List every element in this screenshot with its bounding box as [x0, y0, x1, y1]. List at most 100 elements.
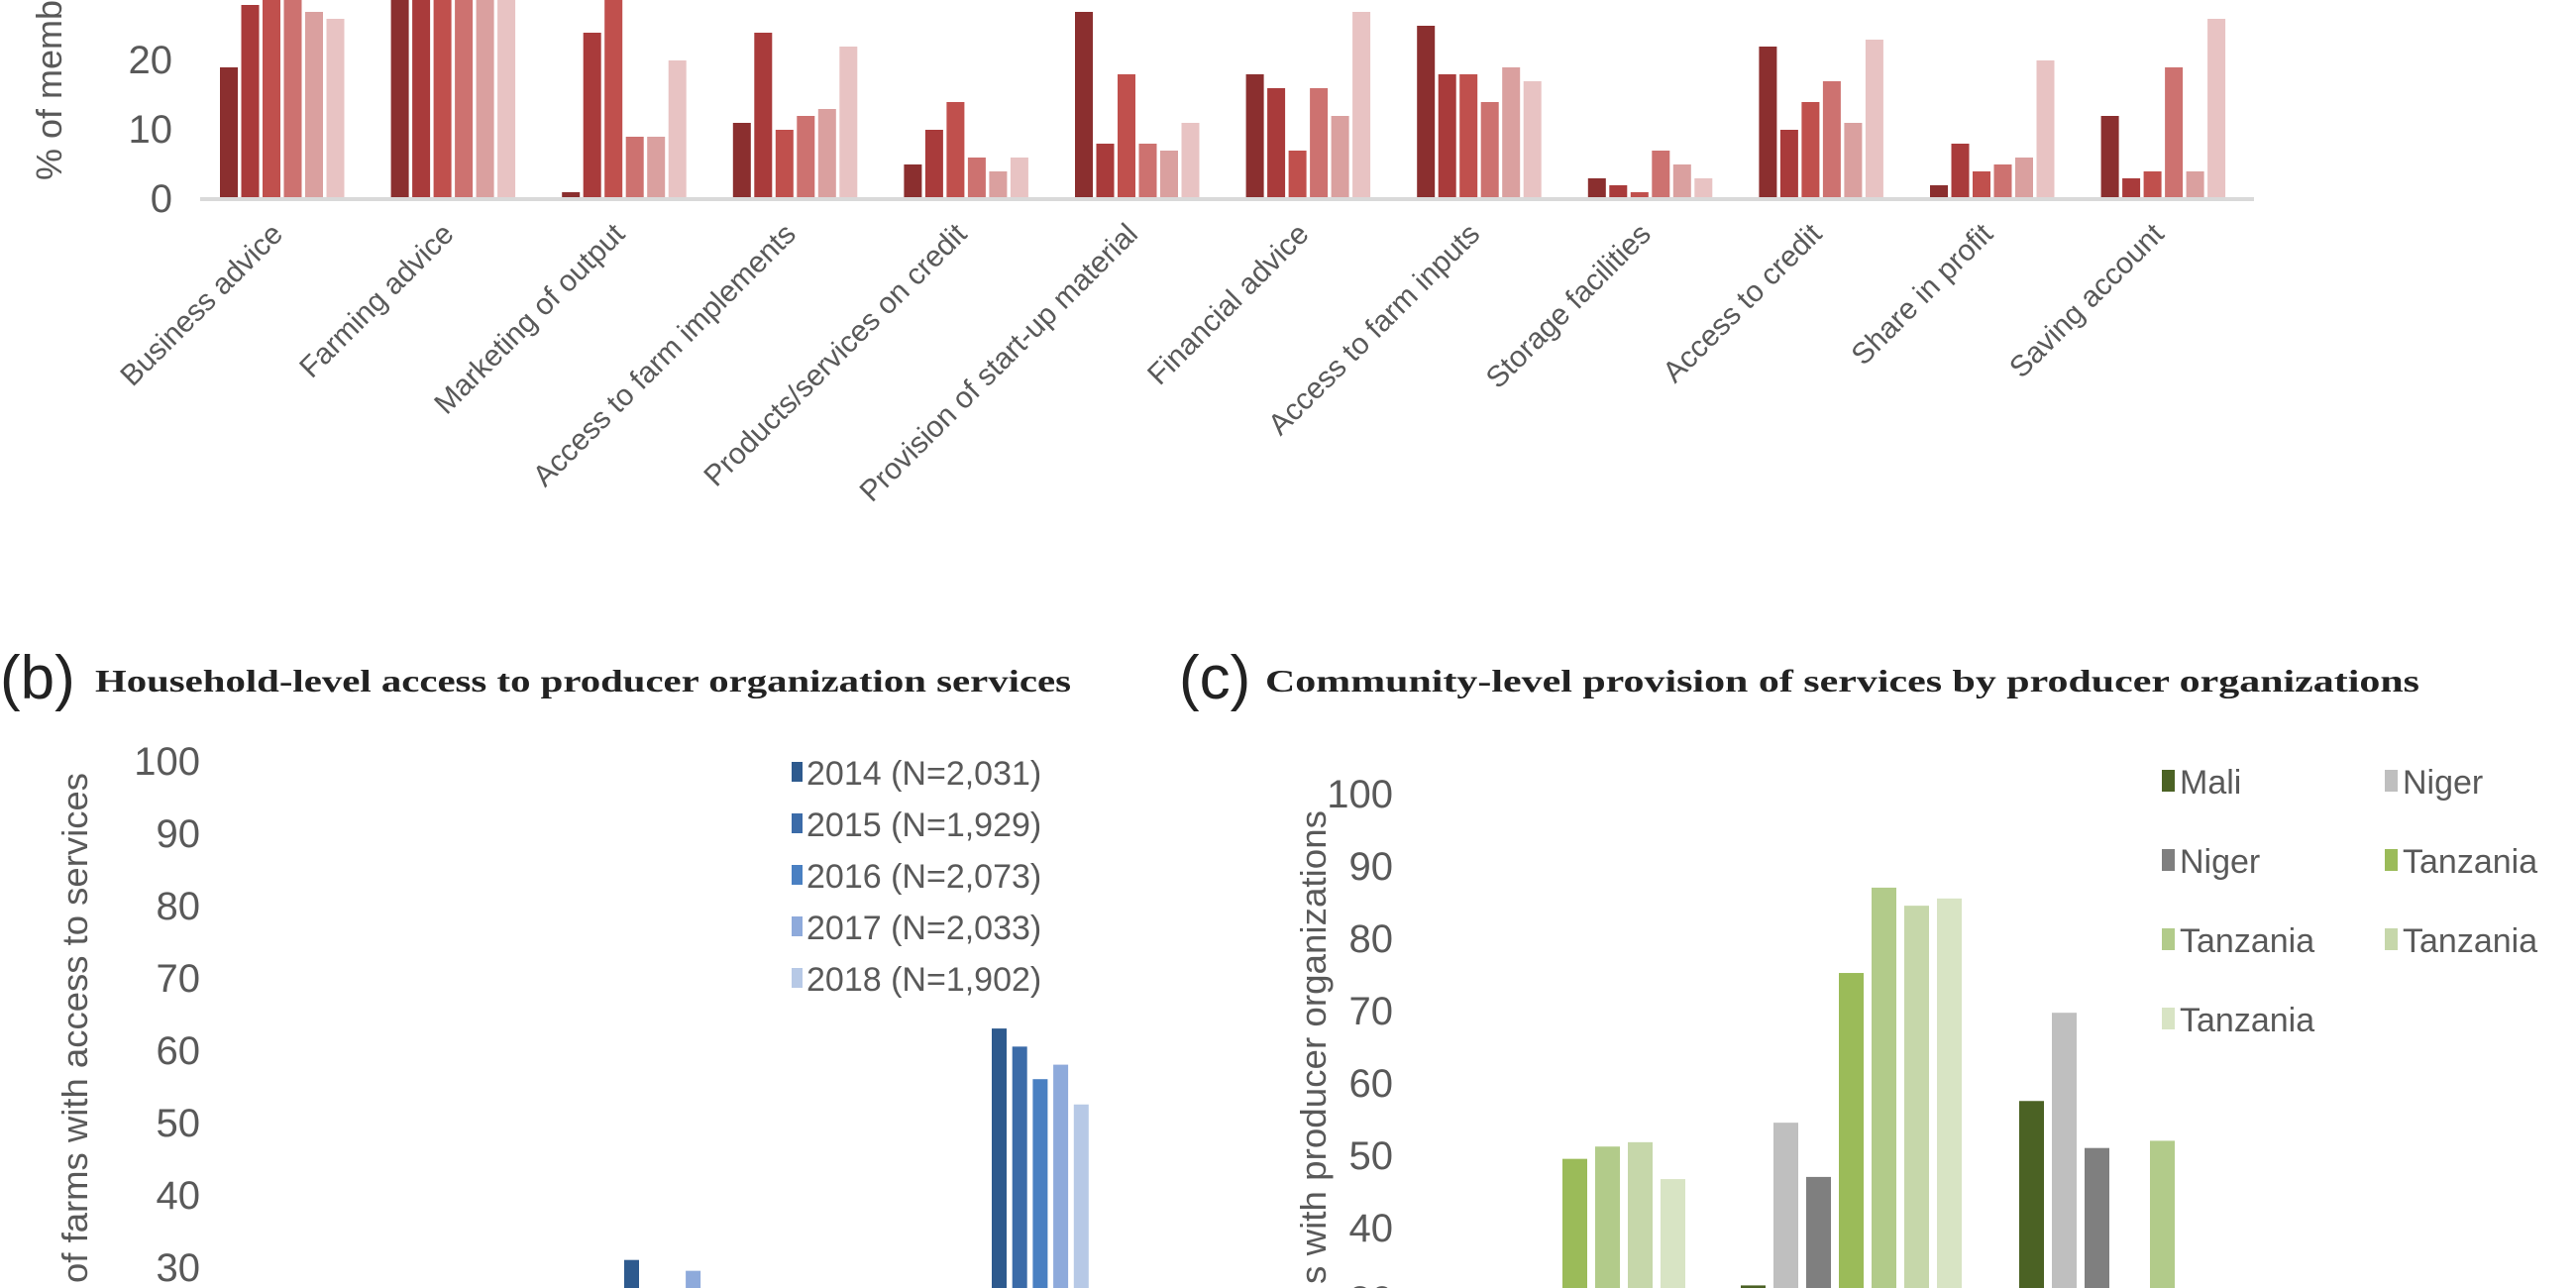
panel-a-bar: [241, 5, 260, 199]
legend-swatch: [792, 813, 803, 833]
panel-a-bar: [1331, 116, 1349, 199]
panel-a-bar: [989, 171, 1008, 199]
panel-a-bar: [1930, 185, 1948, 199]
panel-c-legend: Mali Niger Niger Tanzania Tanzania Tanzania Ta…: [2162, 764, 2537, 1039]
panel-a-x-tick-label: Financial advice: [1141, 218, 1315, 391]
panel-c-y-tick-label: 50: [1349, 1134, 1394, 1178]
panel-b-bar: [686, 1270, 701, 1288]
panel-a-bar: [283, 0, 302, 199]
panel-b-y-axis-title: of farms with access to services: [54, 773, 95, 1283]
legend-label: 2016 (N=2,073): [806, 858, 1041, 896]
panel-c-bar: [1904, 906, 1929, 1288]
legend-swatch: [2162, 849, 2175, 871]
legend-swatch: [792, 916, 803, 936]
panel-c-bar: [2052, 1013, 2077, 1288]
legend-swatch: [2162, 928, 2175, 950]
legend-label: 2014 (N=2,031): [806, 755, 1041, 793]
panel-a-x-tick-label: Storage facilities: [1480, 218, 1658, 395]
panel-a-bar: [1075, 12, 1093, 199]
panel-a-x-tick-label: Farming advice: [293, 218, 460, 384]
panel-b-bar: [624, 1259, 639, 1288]
panel-a-y-tick-label: 10: [129, 108, 173, 152]
panel-a-bar: [1630, 192, 1649, 199]
panel-a-bar: [1310, 88, 1329, 199]
panel-c-bar: [1741, 1285, 1766, 1288]
panel-a-bar: [1352, 12, 1371, 199]
panel-b-bar: [1053, 1064, 1069, 1288]
panel-a-bar: [2186, 171, 2204, 199]
legend-swatch: [2385, 928, 2398, 950]
panel-c-y-tick-label: 100: [1327, 773, 1393, 816]
panel-a-bar: [817, 109, 836, 199]
panel-b-y-tick-label: 40: [157, 1174, 201, 1218]
panel-a-bar: [1480, 102, 1499, 199]
panel-b-y-tick-label: 90: [157, 812, 201, 856]
panel-b-y-tick-label: 60: [157, 1029, 201, 1073]
panel-b-chart: (b) Household-level access to producer o…: [0, 644, 1089, 1288]
panel-b-bar: [1032, 1079, 1048, 1288]
panel-a-bar: [562, 192, 581, 199]
panel-a-bar: [732, 123, 751, 199]
panel-a-bar: [1523, 81, 1542, 199]
panel-a-bar: [946, 102, 965, 199]
panel-a-bar: [412, 0, 431, 199]
panel-a-bar: [2207, 19, 2226, 199]
panel-a-bar: [263, 0, 280, 199]
panel-a-bar: [967, 158, 986, 199]
panel-a-bar: [1010, 158, 1028, 199]
panel-a-bar: [2165, 67, 2184, 199]
panel-a-x-tick-label: Access to credit: [1657, 217, 1829, 389]
panel-a-bar: [2100, 116, 2119, 199]
panel-a-bar: [1844, 123, 1863, 199]
panel-a-bar: [1672, 164, 1691, 199]
panel-a-bar: [2122, 178, 2141, 199]
legend-swatch: [2385, 849, 2398, 871]
panel-c-y-tick-label: 90: [1349, 845, 1394, 889]
legend-label: 2017 (N=2,033): [806, 910, 1041, 947]
panel-c-bar: [1595, 1146, 1620, 1288]
panel-a-bar: [1865, 40, 1883, 199]
panel-a-bar: [1502, 67, 1521, 199]
panel-a-bar: [924, 130, 943, 199]
panel-a-bar: [839, 47, 858, 199]
panel-c-bar: [1872, 887, 1896, 1288]
legend-swatch: [792, 968, 803, 988]
panel-a-bar: [604, 0, 623, 199]
panel-c-label: (c): [1179, 644, 1250, 712]
legend-label: Tanzania: [2403, 843, 2537, 881]
legend-label: Tanzania: [2403, 922, 2537, 960]
panel-a-bar: [625, 137, 644, 199]
legend-label: 2015 (N=1,929): [806, 806, 1041, 844]
panel-a-bar: [1694, 178, 1713, 199]
panel-a-bar: [1993, 164, 2012, 199]
panel-c-bar: [1806, 1176, 1831, 1288]
panel-b-bar: [1073, 1104, 1089, 1288]
panel-a-x-tick-label: Saving account: [2003, 217, 2171, 384]
panel-c-y-tick-label: 40: [1349, 1207, 1394, 1250]
panel-a-x-tick-label: Business advice: [114, 218, 289, 393]
panel-a-bar: [1973, 171, 1990, 199]
panel-c-bar: [1773, 1123, 1798, 1288]
panel-a-bar: [668, 60, 687, 199]
panel-c-bar: [1661, 1179, 1685, 1288]
panel-a-bar: [1779, 130, 1798, 199]
panel-a-bar: [1759, 47, 1777, 199]
panel-a-y-axis-title: % of memb: [29, 0, 69, 180]
panel-a-bar: [1245, 74, 1264, 199]
panel-a-bar: [497, 0, 516, 199]
panel-a-bar: [1118, 74, 1135, 199]
panel-a-y-tick-label: 20: [129, 39, 173, 82]
panel-a-bar: [1951, 144, 1970, 199]
panel-a-bar: [1438, 74, 1456, 199]
panel-a-bar: [1801, 102, 1820, 199]
panel-a-bar: [1267, 88, 1286, 199]
panel-a-bar: [2143, 171, 2162, 199]
panel-a-bar: [1587, 178, 1606, 199]
panel-a-bar: [1138, 144, 1157, 199]
legend-label: 2018 (N=1,902): [806, 961, 1041, 999]
panel-c-bar: [1628, 1141, 1653, 1288]
legend-label: Tanzania: [2180, 922, 2314, 960]
legend-swatch: [792, 762, 803, 782]
panel-a-chart: % of memb 0 10 20 Business advice Farming a…: [29, 0, 2254, 508]
